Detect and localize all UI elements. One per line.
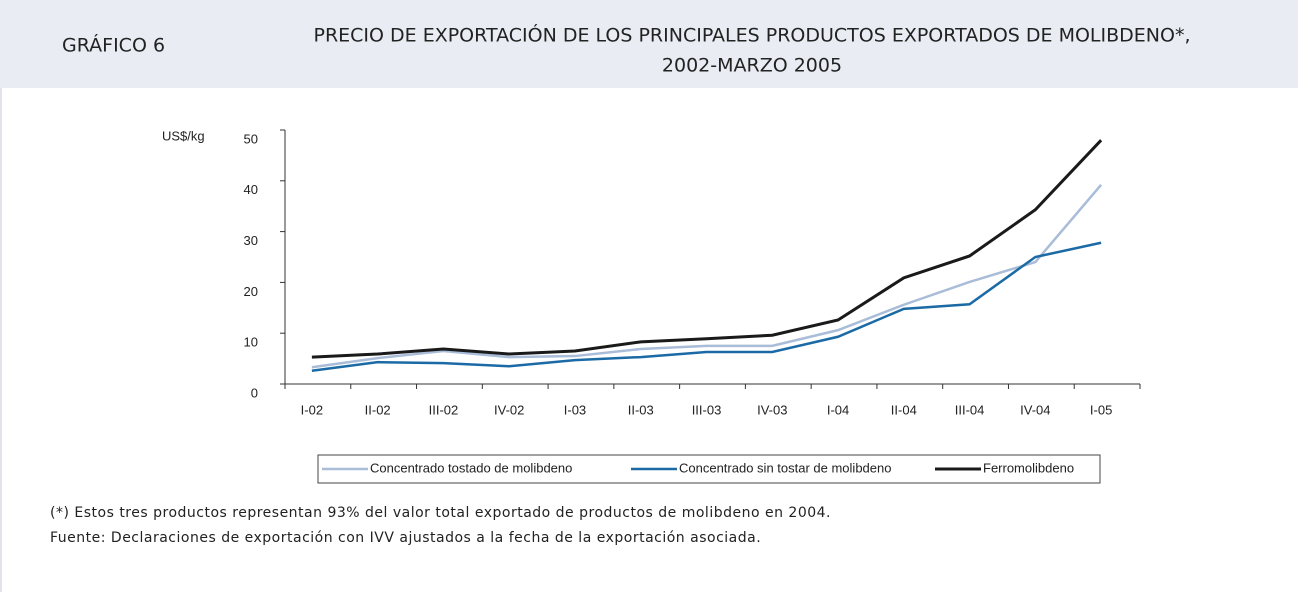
x-tick-label: III-03 — [692, 402, 722, 417]
y-tick-label: 50 — [244, 131, 258, 146]
y-axis-label: US$/kg — [162, 128, 205, 143]
x-tick-label: II-03 — [628, 402, 654, 417]
header-label: GRÁFICO 6 — [62, 34, 165, 57]
header-band — [0, 0, 1298, 88]
chart-title: PRECIO DE EXPORTACIÓN DE LOS PRINCIPALES… — [314, 23, 1191, 47]
x-tick-label: I-02 — [301, 402, 323, 417]
chart-title: 2002-MARZO 2005 — [662, 55, 842, 77]
legend-label: Ferromolibdeno — [983, 460, 1074, 475]
x-tick-label: I-05 — [1090, 402, 1112, 417]
y-tick-label: 40 — [244, 182, 258, 197]
legend-label: Concentrado tostado de molibdeno — [370, 460, 572, 475]
line-series — [311, 139, 1103, 359]
footnote: (*) Estos tres productos representan 93%… — [50, 505, 831, 521]
x-tick-label: I-03 — [564, 402, 586, 417]
line-series — [311, 184, 1103, 369]
footnote: Fuente: Declaraciones de exportación con… — [50, 530, 761, 546]
line-series — [311, 241, 1102, 373]
x-tick-label: IV-04 — [1020, 402, 1050, 417]
y-tick-label: 20 — [244, 284, 258, 299]
x-tick-label: II-04 — [891, 402, 917, 417]
y-tick-label: 10 — [244, 335, 258, 350]
y-tick-label: 0 — [251, 385, 258, 400]
x-tick-label: III-04 — [955, 402, 985, 417]
x-tick-label: II-02 — [365, 402, 391, 417]
x-tick-label: III-02 — [429, 402, 459, 417]
legend-label: Concentrado sin tostar de molibdeno — [679, 460, 891, 475]
x-tick-label: I-04 — [827, 402, 849, 417]
x-tick-label: IV-03 — [757, 402, 787, 417]
x-tick-label: IV-02 — [494, 402, 524, 417]
y-tick-label: 30 — [244, 233, 258, 248]
